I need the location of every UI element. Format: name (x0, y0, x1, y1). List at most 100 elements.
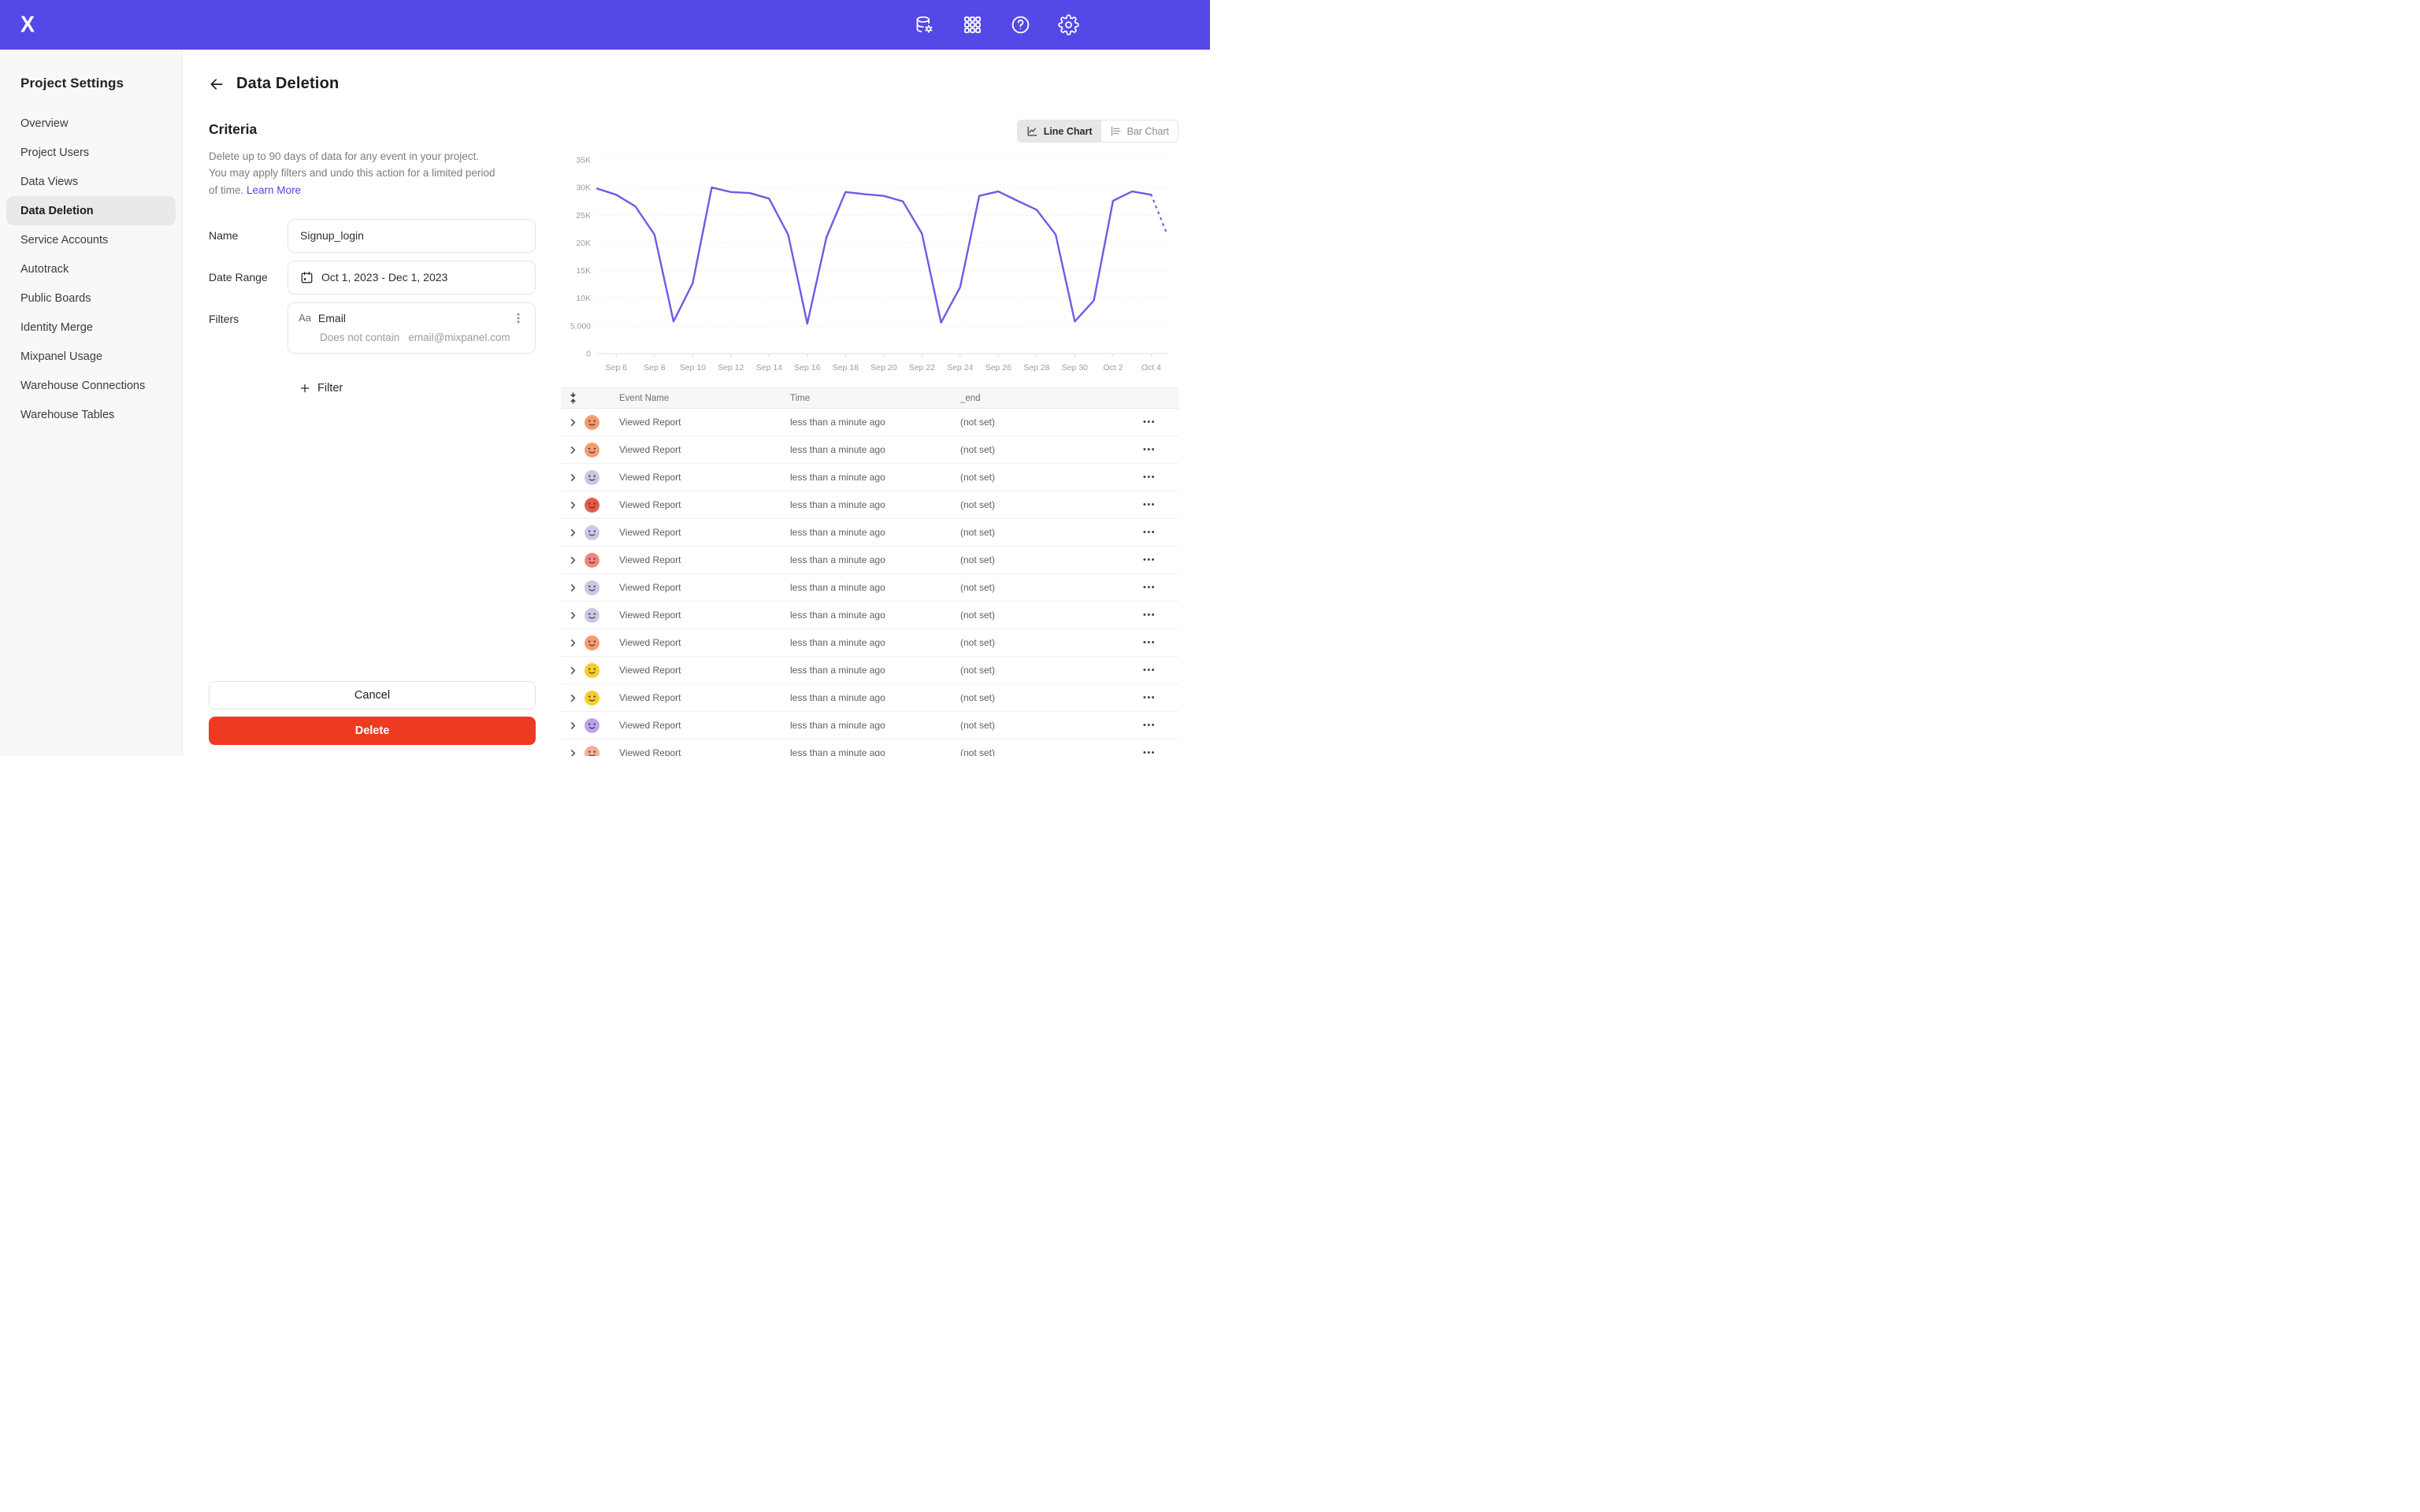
svg-text:5,000: 5,000 (570, 321, 591, 331)
filter-property[interactable]: Email (317, 311, 346, 324)
settings-gear-icon[interactable] (1058, 14, 1079, 35)
cell-time: less than a minute ago (790, 417, 885, 428)
expand-row-chevron-icon[interactable] (569, 694, 577, 702)
svg-text:20K: 20K (576, 239, 591, 248)
sidebar-item-overview[interactable]: Overview (20, 117, 69, 130)
expand-row-chevron-icon[interactable] (569, 556, 577, 565)
delete-button[interactable]: Delete (209, 717, 536, 745)
filter-menu-kebab-icon[interactable] (512, 312, 525, 324)
expand-row-chevron-icon[interactable] (569, 473, 577, 482)
sidebar-item-public-boards[interactable]: Public Boards (20, 291, 91, 305)
user-avatar (585, 745, 599, 756)
table-row[interactable]: Viewed Report less than a minute ago (no… (561, 436, 1178, 464)
row-menu-ellipsis-icon[interactable]: ••• (1142, 583, 1156, 592)
expand-row-chevron-icon[interactable] (569, 584, 577, 592)
back-arrow-icon[interactable] (209, 76, 225, 92)
table-row[interactable]: Viewed Report less than a minute ago (no… (561, 657, 1178, 684)
cell-time: less than a minute ago (790, 692, 885, 703)
app-window: X (0, 0, 1210, 756)
filter-value[interactable]: email@mixpanel.com (408, 331, 510, 343)
sidebar-item-identity-merge[interactable]: Identity Merge (20, 321, 93, 334)
row-menu-ellipsis-icon[interactable]: ••• (1142, 500, 1156, 510)
column-header-time[interactable]: Time (790, 393, 811, 403)
row-menu-ellipsis-icon[interactable]: ••• (1142, 528, 1156, 537)
table-row[interactable]: Viewed Report less than a minute ago (no… (561, 519, 1178, 547)
row-menu-ellipsis-icon[interactable]: ••• (1142, 610, 1156, 620)
cell-event-name: Viewed Report (619, 610, 681, 621)
row-menu-ellipsis-icon[interactable]: ••• (1142, 417, 1156, 427)
bar-chart-toggle-button[interactable]: Bar Chart (1101, 120, 1178, 142)
cell-event-name: Viewed Report (619, 720, 681, 731)
row-menu-ellipsis-icon[interactable]: ••• (1142, 472, 1156, 482)
line-chart-icon (1027, 126, 1037, 136)
row-menu-ellipsis-icon[interactable]: ••• (1142, 638, 1156, 647)
expand-row-chevron-icon[interactable] (569, 418, 577, 427)
sidebar-item-mixpanel-usage[interactable]: Mixpanel Usage (20, 350, 102, 363)
table-row[interactable]: Viewed Report less than a minute ago (no… (561, 491, 1178, 519)
row-menu-ellipsis-icon[interactable]: ••• (1142, 721, 1156, 730)
expand-row-chevron-icon[interactable] (569, 446, 577, 454)
sidebar-title: Project Settings (20, 76, 124, 91)
svg-text:Sep 18: Sep 18 (833, 363, 859, 372)
sidebar-item-warehouse-tables[interactable]: Warehouse Tables (20, 408, 115, 421)
svg-text:Oct 2: Oct 2 (1103, 363, 1123, 372)
table-row[interactable]: Viewed Report less than a minute ago (no… (561, 739, 1178, 756)
table-row[interactable]: Viewed Report less than a minute ago (no… (561, 629, 1178, 657)
topbar-icons (914, 14, 1079, 35)
cell-event-name: Viewed Report (619, 692, 681, 703)
filter-card: Aa Email Does not contain (288, 302, 536, 354)
line-chart-toggle-button[interactable]: Line Chart (1017, 120, 1101, 142)
data-management-icon[interactable] (914, 14, 935, 35)
main-content: Data Deletion Criteria Delete up to 90 d… (183, 50, 1210, 756)
row-menu-ellipsis-icon[interactable]: ••• (1142, 693, 1156, 702)
help-icon[interactable] (1010, 14, 1031, 35)
table-row[interactable]: Viewed Report less than a minute ago (no… (561, 464, 1178, 491)
sidebar-item-project-users[interactable]: Project Users (20, 146, 90, 159)
cell-end: (not set) (960, 692, 996, 703)
cell-event-name: Viewed Report (619, 582, 681, 593)
cancel-button[interactable]: Cancel (209, 681, 536, 710)
string-type-badge: Aa (299, 312, 311, 324)
sidebar-item-data-views[interactable]: Data Views (20, 175, 79, 188)
mixpanel-logo[interactable]: X (20, 12, 35, 37)
row-menu-ellipsis-icon[interactable]: ••• (1142, 555, 1156, 565)
expand-row-chevron-icon[interactable] (569, 639, 577, 647)
cell-time: less than a minute ago (790, 554, 885, 565)
expand-row-chevron-icon[interactable] (569, 501, 577, 510)
table-row[interactable]: Viewed Report less than a minute ago (no… (561, 409, 1178, 436)
add-filter-button[interactable]: Filter (298, 380, 536, 396)
column-header-event-name[interactable]: Event Name (619, 393, 670, 403)
table-row[interactable]: Viewed Report less than a minute ago (no… (561, 712, 1178, 739)
cell-event-name: Viewed Report (619, 527, 681, 538)
table-row[interactable]: Viewed Report less than a minute ago (no… (561, 574, 1178, 602)
row-menu-ellipsis-icon[interactable]: ••• (1142, 445, 1156, 454)
learn-more-link[interactable]: Learn More (247, 183, 302, 196)
filters-label: Filters (209, 312, 239, 325)
row-menu-ellipsis-icon[interactable]: ••• (1142, 665, 1156, 675)
name-input[interactable] (288, 218, 536, 253)
sidebar-item-service-accounts[interactable]: Service Accounts (20, 233, 109, 246)
user-avatar (585, 552, 599, 568)
table-row[interactable]: Viewed Report less than a minute ago (no… (561, 547, 1178, 574)
form-actions: Cancel Delete (209, 681, 536, 756)
expand-row-chevron-icon[interactable] (569, 666, 577, 675)
expand-row-chevron-icon[interactable] (569, 749, 577, 756)
table-row[interactable]: Viewed Report less than a minute ago (no… (561, 602, 1178, 629)
sidebar-item-warehouse-connections[interactable]: Warehouse Connections (20, 379, 146, 392)
svg-text:Sep 10: Sep 10 (680, 363, 706, 372)
expand-row-chevron-icon[interactable] (569, 528, 577, 537)
expand-row-chevron-icon[interactable] (569, 611, 577, 620)
sidebar-item-autotrack[interactable]: Autotrack (20, 262, 69, 276)
expand-row-chevron-icon[interactable] (569, 721, 577, 730)
apps-grid-icon[interactable] (962, 14, 983, 35)
table-row[interactable]: Viewed Report less than a minute ago (no… (561, 684, 1178, 712)
date-range-label: Date Range (209, 270, 268, 284)
date-range-picker[interactable]: Oct 1, 2023 - Dec 1, 2023 (288, 260, 536, 295)
sidebar-item-data-deletion[interactable]: Data Deletion (6, 196, 176, 225)
column-header-end[interactable]: _end (960, 393, 981, 403)
collapse-rows-icon[interactable] (566, 391, 580, 405)
row-menu-ellipsis-icon[interactable]: ••• (1142, 748, 1156, 756)
chart-type-toggle: Line Chart Bar Chart (1016, 120, 1178, 143)
cell-end: (not set) (960, 637, 996, 648)
filter-operator[interactable]: Does not contain (320, 331, 400, 343)
